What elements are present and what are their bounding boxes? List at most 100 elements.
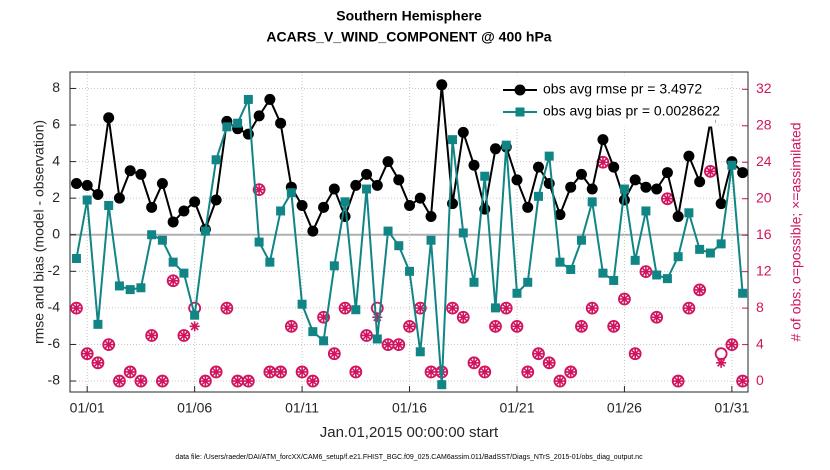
possible-point xyxy=(456,310,470,324)
y2-tick-label: 32 xyxy=(756,80,772,96)
possible-point xyxy=(628,347,642,361)
rmse-point xyxy=(361,168,373,180)
possible-point xyxy=(736,374,750,388)
assimilated-point xyxy=(447,303,458,314)
x-tick-label: 01/26 xyxy=(607,400,642,416)
y-tick-label: 8 xyxy=(52,79,60,95)
bias-point xyxy=(319,336,329,346)
bias-point xyxy=(233,118,243,128)
possible-point xyxy=(575,319,588,333)
bias-point xyxy=(136,283,146,293)
assimilated-point xyxy=(211,366,222,377)
bias-point xyxy=(200,226,210,236)
bias-point xyxy=(576,235,586,245)
assimilated-point xyxy=(178,330,189,341)
rmse-point xyxy=(511,174,523,186)
possible-point xyxy=(682,301,696,315)
assimilated-point xyxy=(554,376,565,387)
bias-point xyxy=(265,257,275,267)
bias-point xyxy=(276,206,286,216)
possible-point xyxy=(403,319,416,333)
rmse-point xyxy=(468,159,480,171)
rmse-point xyxy=(425,210,437,222)
assimilated-point xyxy=(82,348,93,359)
x-tick-label: 01/31 xyxy=(714,400,749,416)
y2-tick-label: 0 xyxy=(756,372,764,388)
bias-point xyxy=(415,347,425,357)
rmse-point xyxy=(532,161,544,173)
possible-point xyxy=(725,338,739,351)
rmse-point xyxy=(264,93,276,105)
assimilated-point xyxy=(329,348,340,359)
possible-point xyxy=(123,365,137,379)
rmse-point xyxy=(597,134,609,146)
possible-point xyxy=(618,292,631,306)
bias-point xyxy=(684,208,694,218)
assimilated-point xyxy=(544,357,555,368)
rmse-point xyxy=(393,174,405,186)
assimilated-point xyxy=(501,303,512,314)
rmse-point xyxy=(651,183,663,195)
rmse-point xyxy=(554,209,566,221)
bias-point xyxy=(297,299,307,309)
bias-point xyxy=(405,266,415,276)
possible-point xyxy=(564,365,578,379)
bias-point xyxy=(254,237,264,247)
legend-box xyxy=(496,75,716,127)
bias-point xyxy=(286,188,296,198)
assimilated-point xyxy=(157,376,168,387)
rmse-point xyxy=(124,165,136,177)
x-tick-label: 01/21 xyxy=(499,400,534,416)
possible-point xyxy=(478,365,492,379)
bias-point xyxy=(243,94,253,104)
assimilated-point xyxy=(350,366,361,377)
assimilated-point xyxy=(168,275,179,286)
bias-point xyxy=(340,197,350,207)
bias-point xyxy=(609,275,619,285)
bias-point xyxy=(512,288,522,298)
legend-marker xyxy=(514,84,526,96)
bias-point xyxy=(125,285,135,295)
rmse-point xyxy=(146,201,158,213)
bias-point xyxy=(190,310,200,320)
assimilated-point xyxy=(135,376,146,387)
rmse-point xyxy=(382,156,394,168)
assimilated-point xyxy=(716,357,727,368)
assimilated-point xyxy=(469,357,480,368)
bias-point xyxy=(157,235,167,245)
possible-point xyxy=(446,301,459,315)
possible-point xyxy=(542,356,556,370)
y-axis-label: rmse and bias (model - observation) xyxy=(31,120,47,344)
possible-point xyxy=(145,329,159,342)
assimilated-point xyxy=(71,303,82,314)
bias-point xyxy=(104,200,114,210)
bias-point xyxy=(662,274,672,284)
rmse-point xyxy=(275,117,287,129)
rmse-point xyxy=(103,112,115,124)
y2-tick-label: 24 xyxy=(756,153,772,169)
bias-point xyxy=(458,228,468,238)
rmse-point xyxy=(489,143,501,155)
chart-subtitle: ACARS_V_WIND_COMPONENT @ 400 hPa xyxy=(266,29,551,45)
possible-point xyxy=(317,310,330,324)
bias-point xyxy=(82,195,92,205)
possible-point xyxy=(338,301,352,315)
y-tick-label: 6 xyxy=(52,116,60,132)
rmse-point xyxy=(81,179,93,191)
possible-point xyxy=(198,374,212,388)
rmse-point xyxy=(575,168,587,180)
x-axis-label: Jan.01,2015 00:00:00 start xyxy=(320,424,499,441)
assimilated-point xyxy=(307,376,318,387)
possible-point xyxy=(467,356,481,370)
rmse-point xyxy=(307,225,319,237)
assimilated-point xyxy=(737,376,748,387)
rmse-point xyxy=(113,192,125,204)
rmse-point xyxy=(350,179,362,191)
legend-marker xyxy=(515,107,525,117)
legend-label: obs avg rmse pr = 3.4972 xyxy=(543,81,702,97)
assimilated-point xyxy=(479,366,490,377)
assimilated-point xyxy=(125,366,136,377)
rmse-point xyxy=(189,196,201,208)
assimilated-point xyxy=(458,312,469,323)
possible-point xyxy=(499,301,513,315)
